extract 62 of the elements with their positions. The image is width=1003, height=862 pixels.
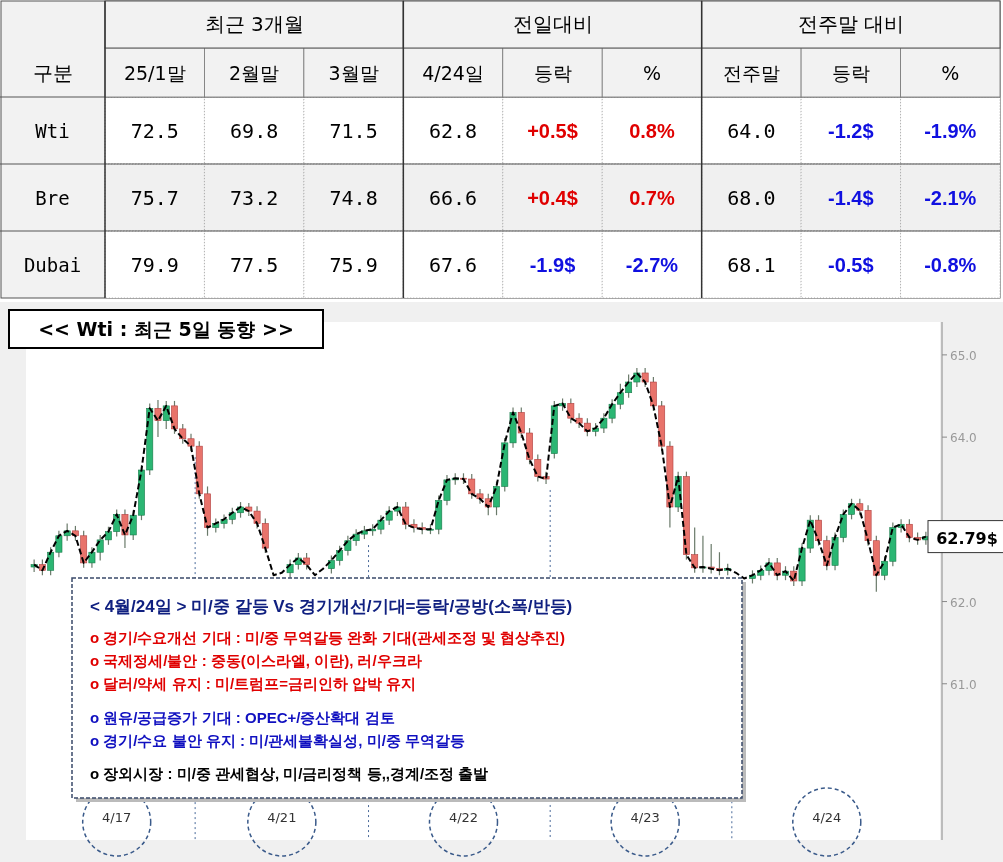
y-tick-label: 61.0 bbox=[950, 677, 977, 692]
data-label: -0.8% bbox=[924, 253, 977, 276]
x-tick-label: 4/22 bbox=[448, 810, 479, 825]
data-label: -0.5$ bbox=[828, 253, 874, 276]
annotation: o 달러/약세 유지 : 미/트럼프=금리인하 압박 유지 bbox=[90, 675, 417, 692]
x-tick-label: 3월말 bbox=[328, 62, 379, 84]
x-tick-label: 전주말 bbox=[722, 62, 780, 84]
y-tick-label: 64.0 bbox=[950, 431, 977, 446]
data-label: 75.9 bbox=[329, 252, 378, 277]
data-label: 71.5 bbox=[329, 118, 378, 143]
data-label: -1.9% bbox=[924, 119, 977, 142]
data-label: -1.9$ bbox=[529, 253, 576, 276]
annotation: o 경기/수요 불안 유지 : 미/관세불확실성, 미/중 무역갈등 bbox=[90, 732, 465, 749]
data-label: 0.8% bbox=[629, 119, 675, 142]
y-tick-label: Wti bbox=[35, 119, 70, 142]
annotation: o 원유/공급증가 기대 : OPEC+/증산확대 검토 bbox=[90, 709, 395, 726]
data-label: 74.8 bbox=[329, 185, 378, 210]
text: 전주말 대비 bbox=[797, 12, 905, 36]
x-tick-label: 등락 bbox=[533, 62, 572, 84]
data-label: -1.4$ bbox=[828, 186, 874, 209]
data-label: -2.7% bbox=[625, 253, 679, 276]
data-label: -1.2$ bbox=[828, 119, 874, 142]
data-label: +0.4$ bbox=[527, 186, 578, 209]
y-tick-label: Dubai bbox=[23, 253, 82, 276]
data-label: 77.5 bbox=[230, 252, 279, 277]
data-label: 79.9 bbox=[130, 252, 179, 277]
x-tick-label: 4/17 bbox=[102, 810, 132, 825]
x-tick-label: % bbox=[941, 62, 960, 84]
data-label: 72.5 bbox=[130, 118, 179, 143]
data-label: 66.6 bbox=[428, 185, 478, 210]
x-tick-label: 4/24 bbox=[812, 810, 842, 825]
x-tick-label: 4/24일 bbox=[422, 62, 484, 84]
data-label: 67.6 bbox=[428, 252, 478, 277]
x-tick-label: % bbox=[642, 62, 661, 84]
annotation: 62.79$ bbox=[936, 528, 998, 548]
text: 최근 3개월 bbox=[204, 12, 304, 36]
annotation: o 경기/수요개선 기대 : 미/중 무역갈등 완화 기대(관세조정 및 협상추진) bbox=[90, 629, 565, 646]
data-label: 75.7 bbox=[130, 185, 179, 210]
data-label: -2.1% bbox=[924, 186, 977, 209]
data-label: 64.0 bbox=[727, 118, 776, 143]
y-tick-label: 62.0 bbox=[950, 595, 977, 610]
data-label: 62.8 bbox=[428, 118, 478, 143]
x-tick-label: 2월말 bbox=[229, 62, 280, 84]
data-label: 73.2 bbox=[230, 185, 279, 210]
chart-title: << Wti : 최근 5일 동향 >> bbox=[38, 318, 294, 340]
x-tick-label: 등락 bbox=[831, 62, 870, 84]
data-label: 0.7% bbox=[629, 186, 675, 209]
x-tick-label: 25/1말 bbox=[123, 62, 186, 84]
y-axis-title: 구분 bbox=[32, 61, 73, 85]
annotation: < 4월/24일 > 미/중 갈등 Vs 경기개선/기대=등락/공방(소폭/반등) bbox=[90, 597, 573, 616]
data-label: 69.8 bbox=[230, 118, 279, 143]
y-tick-label: Bre bbox=[35, 186, 70, 209]
y-tick-label: 65.0 bbox=[950, 348, 977, 363]
data-label: 68.1 bbox=[727, 252, 776, 277]
text: 전일대비 bbox=[512, 12, 593, 36]
candlestick bbox=[773, 557, 781, 581]
x-tick-label: 4/23 bbox=[630, 810, 660, 825]
annotation: o 국제정세/불안 : 중동(이스라엘, 이란), 러/우크라 bbox=[90, 652, 422, 669]
data-label: +0.5$ bbox=[527, 119, 578, 142]
x-tick-label: 4/21 bbox=[267, 810, 297, 825]
data-label: 68.0 bbox=[727, 185, 776, 210]
annotation: o 장외시장 : 미/중 관세협상, 미/금리정책 등,,경계/조정 출발 bbox=[90, 765, 489, 782]
